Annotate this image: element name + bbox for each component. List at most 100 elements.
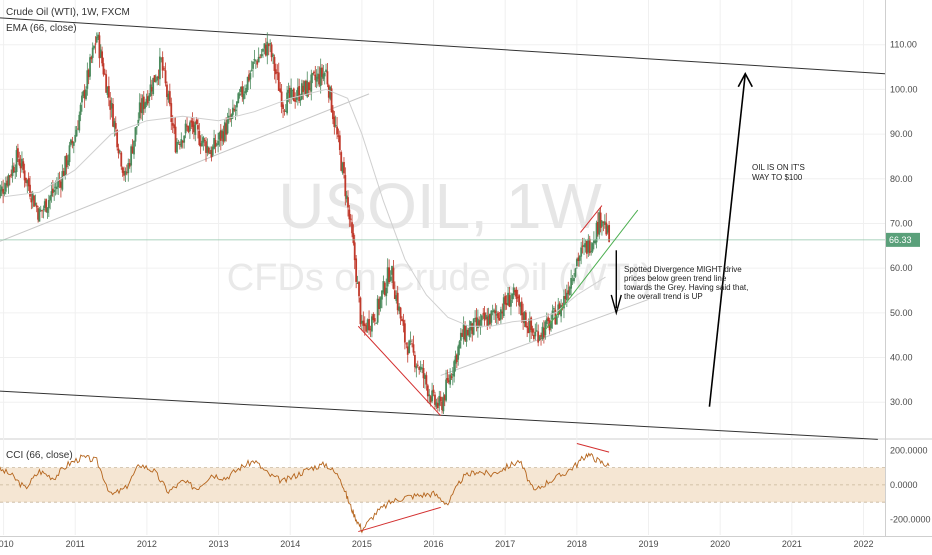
candle-body	[411, 343, 413, 344]
target-note-line1: OIL IS ON IT'S	[752, 163, 805, 172]
divergence-note-line3: towards the Grey. Having said that,	[624, 283, 748, 292]
price-tick-label: 70.00	[890, 218, 913, 228]
candle-body	[59, 180, 61, 181]
candle-body	[404, 323, 406, 342]
candle-body	[351, 222, 353, 233]
candle-body	[85, 89, 87, 99]
watermark-main: USOIL, 1W	[278, 170, 602, 242]
candle-body	[208, 148, 210, 153]
candle-body	[313, 72, 315, 74]
candle-body	[525, 312, 527, 326]
candle-body	[9, 176, 11, 177]
candle-body	[278, 72, 280, 90]
divergence-note-line2: prices below green trend line	[624, 274, 727, 283]
price-tick-label: 110.00	[890, 40, 917, 50]
candle-body	[275, 69, 277, 74]
cci-tick-label: -200.0000	[890, 514, 931, 524]
candle-body	[417, 365, 419, 366]
candle-body	[89, 57, 91, 76]
candle-body	[536, 330, 538, 331]
candle-body	[290, 88, 292, 98]
candle-body	[539, 336, 541, 340]
candle-body	[266, 42, 268, 56]
price-tick-label: 90.00	[890, 129, 913, 139]
candle-body	[298, 86, 300, 101]
divergence-note-line4: the overall trend is UP	[624, 292, 703, 301]
candle-body	[116, 130, 118, 147]
divergence-note-line1: Spotted Divergence MIGHT drive	[624, 265, 742, 274]
candle-body	[310, 74, 312, 91]
candle-body	[494, 311, 496, 314]
candle-body	[180, 139, 182, 147]
candle-body	[352, 233, 354, 243]
watermark-sub: CFDs on Crude Oil (WTI)	[227, 257, 653, 299]
candle-body	[408, 340, 410, 353]
candle-body	[449, 374, 451, 384]
candle-body	[29, 185, 31, 197]
candle-body	[510, 299, 512, 306]
price-tick-label: 100.00	[890, 84, 918, 94]
candle-body	[497, 313, 499, 319]
time-tick-label: 2020	[710, 539, 730, 549]
candle-body	[415, 366, 417, 368]
candle-body	[197, 125, 199, 129]
price-tick-label: 40.00	[890, 353, 913, 363]
candle-body	[347, 197, 349, 207]
candle-body	[355, 258, 357, 281]
candle-body	[414, 355, 416, 367]
candle-body	[339, 135, 341, 150]
candle-body	[592, 243, 594, 251]
candle-body	[217, 141, 219, 145]
price-tick-label: 30.00	[890, 397, 913, 407]
candle-body	[178, 142, 180, 143]
candle-body	[354, 242, 356, 260]
candle-body	[73, 142, 75, 146]
candle-body	[69, 145, 71, 162]
last-price-tag-text: 66.33	[889, 235, 912, 245]
candle-body	[532, 329, 534, 333]
candle-body	[204, 140, 206, 141]
cci-tick-label: 0.0000	[890, 480, 918, 490]
time-tick-label: 2019	[639, 539, 659, 549]
candle-body	[155, 80, 157, 81]
candle-body	[261, 54, 263, 56]
candle-body	[294, 100, 296, 102]
candle-body	[556, 316, 558, 324]
candle-body	[81, 96, 83, 103]
candle-body	[170, 103, 172, 122]
candle-body	[348, 210, 350, 220]
candle-body	[272, 54, 274, 56]
candle-body	[589, 239, 591, 253]
candle-body	[196, 120, 198, 124]
candle-body	[43, 209, 45, 210]
candle-body	[133, 141, 135, 155]
candle-body	[573, 278, 575, 281]
candle-body	[136, 126, 138, 127]
candle-body	[94, 44, 96, 45]
candle-body	[481, 315, 483, 320]
candle-body	[433, 390, 435, 393]
candle-body	[608, 225, 610, 242]
candle-body	[185, 124, 187, 134]
candle-body	[258, 57, 260, 62]
candle-body	[235, 110, 237, 111]
candle-body	[344, 175, 346, 196]
candle-body	[41, 210, 43, 211]
candle-body	[22, 161, 24, 170]
candle-body	[251, 70, 253, 71]
candle-body	[360, 298, 362, 324]
candle-body	[108, 86, 110, 98]
symbol-title: Crude Oil (WTI), 1W, FXCM	[6, 7, 130, 18]
candle-body	[400, 308, 402, 319]
candle-body	[80, 105, 82, 115]
candle-body	[189, 122, 191, 131]
candle-body	[286, 93, 288, 114]
cci-legend: CCI (66, close)	[6, 450, 73, 461]
time-tick-label: 2021	[782, 539, 802, 549]
candle-body	[36, 205, 38, 207]
candle-body	[194, 122, 196, 135]
candle-body	[425, 375, 427, 384]
candle-body	[350, 219, 352, 220]
candle-body	[249, 73, 251, 79]
